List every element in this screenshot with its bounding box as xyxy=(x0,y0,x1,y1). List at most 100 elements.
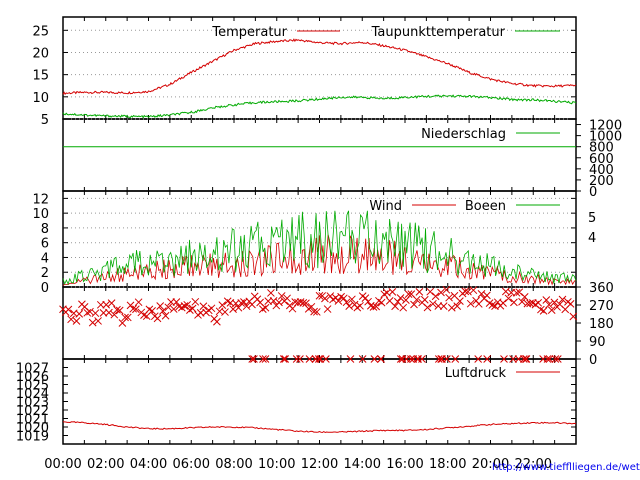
y-tick-label: 1019 xyxy=(16,430,49,445)
x-tick-label: 00:00 xyxy=(44,457,81,472)
wind-direction-mark xyxy=(361,294,370,302)
wind-direction-mark xyxy=(483,291,491,300)
wind-direction-mark xyxy=(509,355,517,363)
wind-direction-mark xyxy=(183,300,192,309)
wind-direction-mark xyxy=(500,355,508,363)
y-tick-label: 1000 xyxy=(589,130,622,145)
wind-direction-mark xyxy=(518,297,526,306)
y-tick-label: 1025 xyxy=(16,379,49,394)
wind-direction-mark xyxy=(396,355,405,363)
legend-luftdruck: Luftdruck xyxy=(445,366,507,381)
legend-boeen: Boeen xyxy=(465,199,506,214)
wind-direction-mark xyxy=(315,291,324,300)
y-tick-label: 0 xyxy=(589,185,597,200)
footer-url[interactable]: http://www.tiefflliegen.de/wetter/ xyxy=(492,462,640,473)
wind-direction-mark xyxy=(302,299,310,308)
wind-direction-mark xyxy=(153,314,162,323)
wind-direction-mark xyxy=(110,310,119,319)
wind-direction-mark xyxy=(413,355,422,363)
wind-direction-mark xyxy=(132,305,140,314)
wind-direction-mark xyxy=(398,355,407,363)
wind-direction-mark xyxy=(358,355,367,363)
y-tick-label: 15 xyxy=(32,69,49,84)
wind-direction-mark xyxy=(566,300,575,308)
wind-direction-mark xyxy=(451,355,460,363)
series-line-temperature xyxy=(62,38,577,96)
wind-direction-mark xyxy=(410,300,418,309)
wind-direction-mark xyxy=(123,313,132,322)
series-line-boeen xyxy=(62,210,577,286)
wind-direction-mark xyxy=(423,303,432,312)
y-tick-label: 1021 xyxy=(16,413,49,428)
wind-direction-mark xyxy=(267,289,275,297)
wind-direction-mark xyxy=(159,307,167,315)
y-tick-label: 4 xyxy=(41,251,49,266)
y-tick-label: 1024 xyxy=(16,387,49,402)
y-tick-label: 5 xyxy=(41,113,49,128)
wind-direction-mark xyxy=(539,355,547,363)
wind-direction-mark xyxy=(67,315,75,324)
wind-direction-mark xyxy=(326,292,335,300)
right-tick-label: 0 xyxy=(589,353,597,368)
wind-direction-mark xyxy=(242,302,251,311)
wind-direction-mark xyxy=(292,355,301,363)
y-tick-label: 6 xyxy=(41,237,49,252)
y-tick-label: 2 xyxy=(41,266,49,281)
wind-direction-mark xyxy=(321,294,329,303)
wind-direction-mark xyxy=(429,299,437,308)
wind-direction-mark xyxy=(345,302,354,310)
y-tick-label: 1026 xyxy=(16,370,49,385)
wind-direction-mark xyxy=(115,306,124,315)
wind-direction-mark xyxy=(64,305,73,314)
y-tick-label: 20 xyxy=(32,46,49,61)
y-tick-label: 0 xyxy=(41,281,49,296)
wind-direction-mark xyxy=(377,298,386,307)
wind-direction-mark xyxy=(537,305,545,314)
wind-direction-mark xyxy=(105,308,113,317)
series-line-luftdruck xyxy=(62,421,577,434)
wind-direction-mark xyxy=(339,294,348,303)
wind-direction-mark xyxy=(237,299,246,307)
wind-direction-mark xyxy=(437,288,445,297)
wind-direction-mark xyxy=(129,304,138,313)
wind-direction-mark xyxy=(545,355,554,363)
wind-direction-mark xyxy=(275,298,283,307)
wind-direction-mark xyxy=(167,298,175,306)
wind-direction-mark xyxy=(399,303,408,312)
wind-direction-mark xyxy=(283,294,291,303)
wind-direction-mark xyxy=(447,303,456,312)
wind-direction-mark xyxy=(402,355,411,363)
wind-direction-mark xyxy=(469,286,478,295)
wind-direction-mark xyxy=(248,355,257,363)
wind-direction-mark xyxy=(437,355,446,363)
wind-direction-mark xyxy=(113,305,121,314)
wind-direction-mark xyxy=(539,307,548,315)
y-tick-label: 1200 xyxy=(589,119,622,134)
wind-direction-mark xyxy=(515,288,524,297)
x-tick-label: 06:00 xyxy=(173,457,210,472)
x-tick-label: 18:00 xyxy=(429,457,466,472)
wind-direction-mark xyxy=(534,298,543,307)
wind-direction-mark xyxy=(169,305,178,313)
wind-direction-mark xyxy=(483,355,492,363)
wind-direction-mark xyxy=(91,309,100,318)
wind-direction-mark xyxy=(148,307,156,315)
wind-direction-mark xyxy=(291,298,300,306)
wind-direction-mark xyxy=(551,355,560,363)
x-tick-label: 04:00 xyxy=(130,457,167,472)
wind-direction-mark xyxy=(542,296,551,304)
y-tick-label: 800 xyxy=(589,141,614,156)
series-line-dewpoint xyxy=(62,94,577,119)
wind-direction-mark xyxy=(126,301,135,310)
wind-direction-mark xyxy=(445,293,453,302)
wind-direction-mark xyxy=(426,287,435,296)
y-tick-label: 1022 xyxy=(16,404,49,419)
wind-direction-mark xyxy=(277,292,286,300)
wind-direction-mark xyxy=(72,317,81,325)
right-tick-label: 90 xyxy=(589,335,606,350)
wind-direction-mark xyxy=(334,297,343,305)
wind-direction-mark xyxy=(86,307,94,316)
wind-direction-mark xyxy=(269,297,278,305)
wind-direction-mark xyxy=(412,295,421,304)
wind-direction-mark xyxy=(434,355,443,363)
